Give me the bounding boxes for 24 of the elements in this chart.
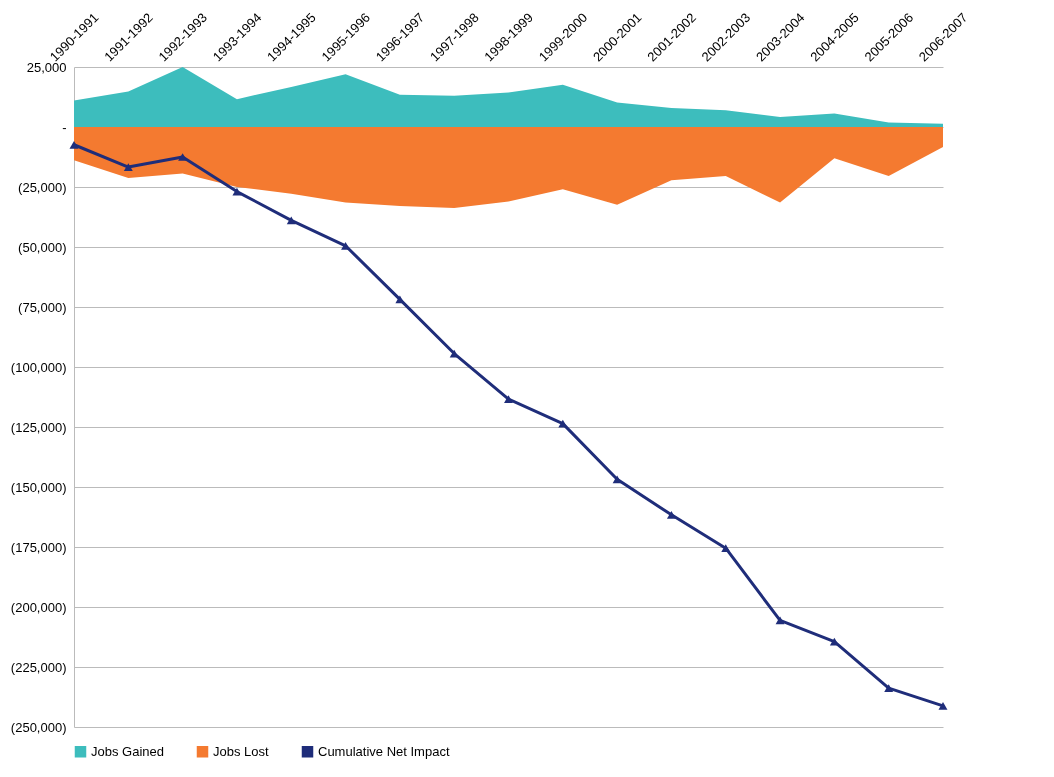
point [612,475,622,484]
point [884,684,894,692]
y-tick-label: (125,000) [10,419,67,435]
y-tick-label: (25,000) [18,179,67,195]
legend-label: Cumulative Net Impact [318,743,450,759]
point [123,163,133,171]
point [286,216,296,225]
y-tick-label: (250,000) [10,719,67,735]
legend-label: Jobs Lost [213,743,270,759]
y-tick-label: (50,000) [18,239,67,255]
y-tick-label: (225,000) [10,659,67,675]
point [666,510,676,519]
legend-label: Jobs Gained [91,743,164,759]
point [938,702,948,710]
point [504,395,513,404]
y-tick-label: (100,000) [10,359,67,375]
y-tick-label: (75,000) [18,299,67,315]
y-tick-label: - [62,119,67,135]
point [721,544,731,553]
point [69,140,79,149]
y-tick-label: (150,000) [10,479,67,495]
y-tick-label: (200,000) [10,599,67,615]
point [558,419,568,428]
y-tick-label: (175,000) [10,539,67,555]
